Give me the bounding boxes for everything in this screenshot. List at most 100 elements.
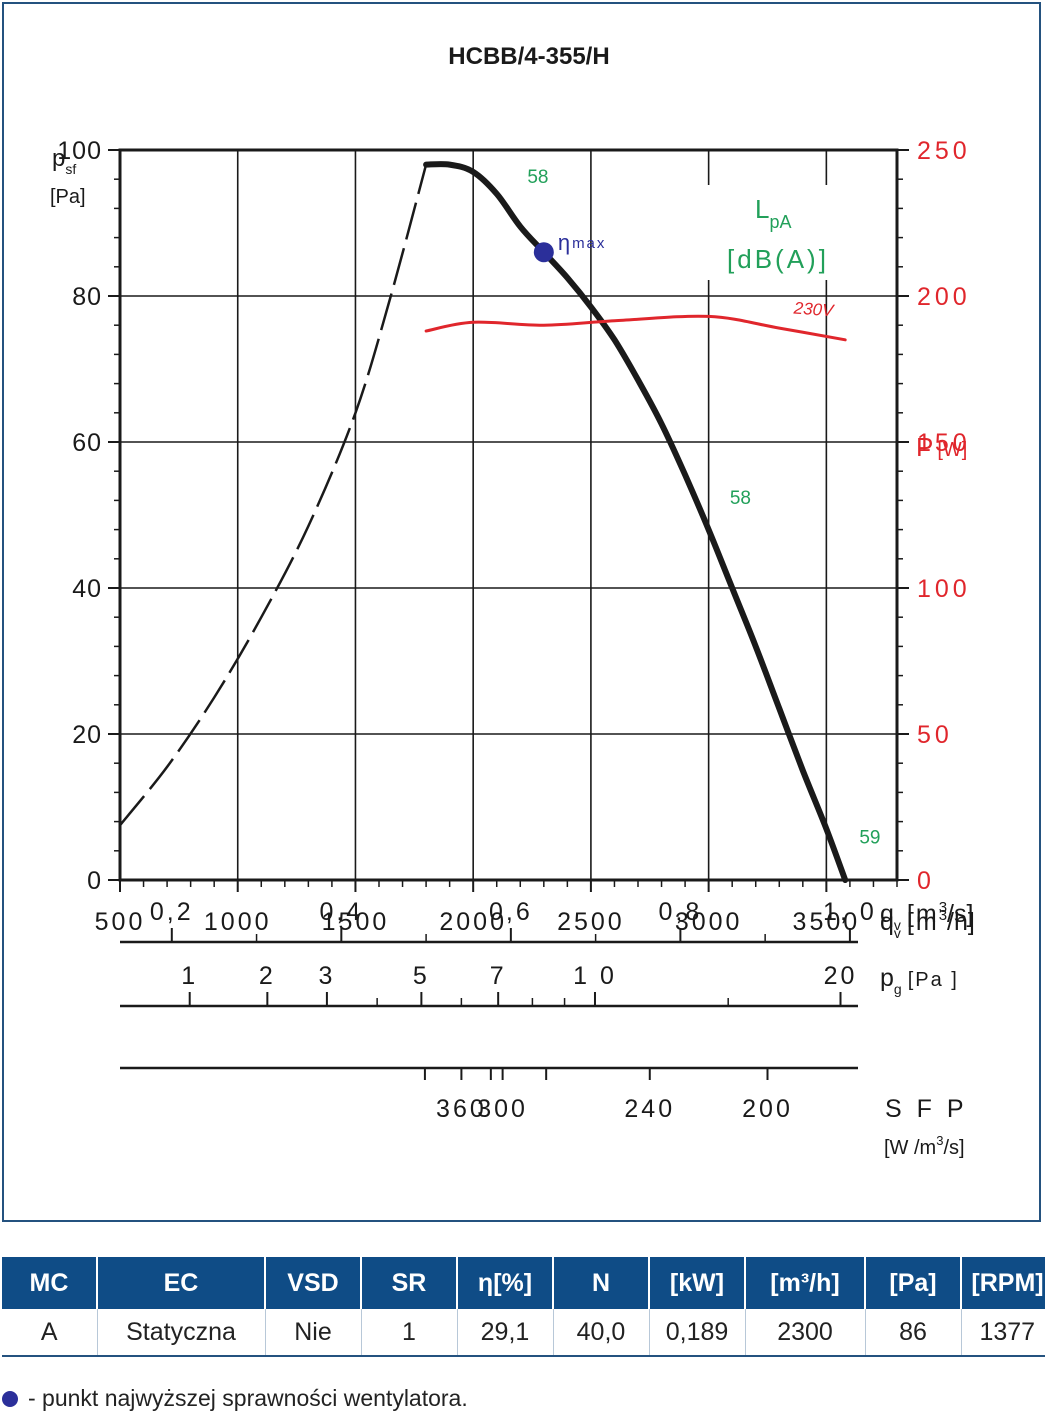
secondary-axis-tick-label: 1 0	[573, 962, 617, 990]
table-cell: 2300	[745, 1309, 866, 1357]
secondary-axis-tick-label: 5	[413, 962, 430, 990]
table-cell: 40,0	[553, 1309, 650, 1357]
secondary-axis-title: pg [Pa ]	[880, 964, 959, 997]
secondary-axis-tick-label: 0,4	[319, 898, 363, 926]
table-cell: Nie	[265, 1309, 362, 1357]
x-tick-label: 3000	[675, 908, 743, 936]
series-power-230v	[424, 314, 847, 342]
lpa-unit: [dB(A)]	[727, 244, 829, 274]
y-right-tick-label: 0	[917, 867, 935, 895]
table-header-cell: [m³/h]	[745, 1257, 866, 1309]
x-tick-label: 3500	[793, 908, 861, 936]
secondary-axis-unit-text: [W /m	[884, 1137, 936, 1159]
table-header-cell: [Pa]	[865, 1257, 962, 1309]
secondary-axis-tick-label: 0,6	[489, 898, 533, 926]
x-axis-label: q	[880, 908, 894, 936]
y-right-axis-label: P	[916, 432, 933, 462]
secondary-axis-tick-label: 240	[624, 1095, 675, 1123]
secondary-axis-unit: [W /m3/s]	[884, 1133, 965, 1159]
y-right-tick-label: 50	[917, 721, 953, 749]
x-axis-title: qv [m3/h]	[880, 907, 975, 941]
series-pressure-unstable	[119, 164, 428, 827]
series-label-230v: 230V	[792, 298, 836, 320]
y-left-axis-label-sub: sf	[65, 161, 76, 177]
lpa-title: L	[755, 194, 769, 224]
table-header-cell: [RPM]	[961, 1257, 1045, 1309]
lpa-title-sub: pA	[769, 212, 791, 232]
x-tick-label: 2500	[557, 908, 625, 936]
series-pressure-stable	[423, 161, 849, 883]
secondary-axis-unit-tail: /s]	[947, 900, 973, 928]
secondary-axis-unit: [Pa ]	[908, 969, 959, 991]
x-tick-label: 1000	[204, 908, 272, 936]
secondary-axis-tick-label: 300	[477, 1095, 528, 1123]
y-right-tick-label: 150	[917, 429, 971, 457]
table-header-cell: VSD	[265, 1257, 362, 1309]
lpa-legend: LpA [dB(A)]	[700, 185, 860, 280]
y-left-tick-label: 100	[57, 137, 102, 165]
table-header-cell: SR	[361, 1257, 458, 1309]
secondary-axis-tick-label: 200	[742, 1095, 793, 1123]
results-table: MC EC VSD SR η[%] N [kW] [m³/h] [Pa] [RPM] A Staty…	[2, 1257, 1045, 1357]
eta-max-point	[533, 242, 554, 263]
secondary-axis-unit-sup: 3	[939, 899, 947, 916]
x-tick-label: 2000	[439, 908, 507, 936]
eta-sub: max	[572, 235, 606, 252]
table-header-cell: [kW]	[649, 1257, 746, 1309]
table-cell: Statyczna	[97, 1309, 266, 1357]
y-left-tick-label: 0	[87, 867, 102, 895]
y-left-tick-label: 80	[72, 283, 102, 311]
table-row: A Statyczna Nie 1 29,1 40,0 0,189 2300 86 1377	[2, 1309, 1045, 1357]
table-cell: A	[2, 1309, 98, 1357]
secondary-axis-unit: [m	[907, 900, 939, 928]
eta-symbol: η	[558, 230, 570, 255]
chart-title: HCBB/4-355/H	[448, 43, 609, 70]
secondary-axis-unit-sup: 3	[936, 1133, 943, 1148]
secondary-axis-title: S F P	[885, 1095, 968, 1123]
y-left-tick-label: 20	[72, 721, 102, 749]
secondary-axis-tick-label: 0,2	[150, 898, 194, 926]
secondary-axis-tick-label: 2	[259, 962, 276, 990]
table-cell: 1	[361, 1309, 458, 1357]
secondary-axis-tick-label: 1	[181, 962, 198, 990]
y-left-tick-label: 60	[72, 429, 102, 457]
table-cell: 1377	[961, 1309, 1045, 1357]
eta-max-label: η max	[558, 230, 607, 255]
x-tick-label: 1500	[322, 908, 390, 936]
secondary-axis-tick-label: 3	[318, 962, 335, 990]
secondary-axis-unit-tail: /s]	[943, 1137, 964, 1159]
svg-text:P[W]: P [W]	[916, 432, 967, 462]
table-cell: 29,1	[457, 1309, 554, 1357]
x-axis-unit-sup: 3	[939, 907, 947, 924]
footnote-text: - punkt najwyższej sprawności wentylator…	[28, 1385, 468, 1411]
x-axis-unit: [m	[907, 908, 939, 936]
noise-level-label: 59	[859, 828, 880, 849]
y-left-axis-title: psf [Pa]	[50, 145, 86, 208]
secondary-axis-label: p	[880, 964, 894, 992]
secondary-axis-title: qv [m3/s]	[880, 899, 973, 933]
table-header-cell: η[%]	[457, 1257, 554, 1309]
secondary-axis-label: S F P	[885, 1095, 968, 1123]
table-header-cell: EC	[97, 1257, 266, 1309]
plot-area: 230V 58 58 59 η max	[119, 161, 880, 883]
footnote: - punkt najwyższej sprawności wentylator…	[2, 1385, 468, 1412]
x-axis-unit-tail: /h]	[947, 908, 975, 936]
secondary-axis-tick-label: 7	[490, 962, 507, 990]
grid	[118, 148, 899, 882]
secondary-axis-tick-label: 0,8	[658, 898, 702, 926]
y-right-tick-label: 200	[917, 283, 971, 311]
table-cell: 86	[865, 1309, 962, 1357]
secondary-axis-tick-label: 1, 0	[823, 898, 877, 926]
y-right-axis-unit: [W]	[937, 439, 967, 461]
secondary-axis-label-sub: g	[894, 981, 902, 997]
secondary-axis-tick-label: 360	[436, 1095, 487, 1123]
noise-level-label: 58	[527, 167, 548, 188]
chart-frame	[2, 2, 1041, 1222]
svg-text:psf: psf	[52, 145, 76, 177]
secondary-axis-label: q	[880, 900, 894, 928]
y-left-axis-unit: [Pa]	[50, 186, 86, 208]
svg-text:LpA: LpA	[755, 194, 792, 232]
y-left-axis-label: p	[52, 145, 65, 172]
noise-level-label: 58	[730, 488, 751, 509]
